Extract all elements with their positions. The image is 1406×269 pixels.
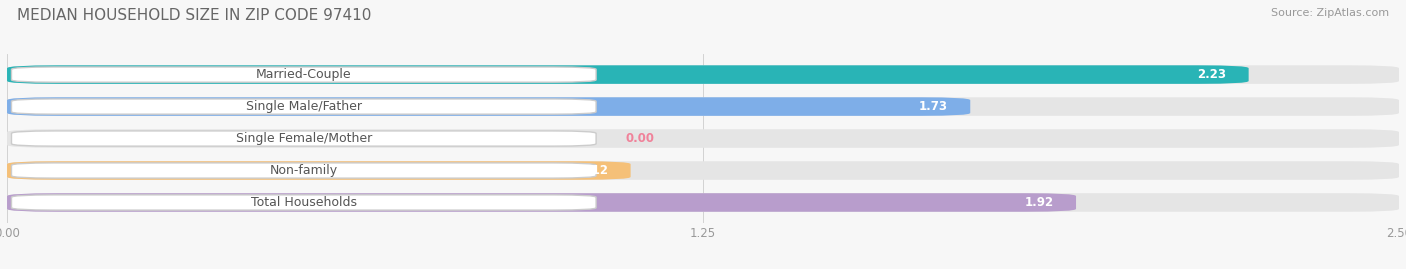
- Text: Single Female/Mother: Single Female/Mother: [236, 132, 373, 145]
- FancyBboxPatch shape: [11, 163, 596, 178]
- FancyBboxPatch shape: [11, 195, 596, 210]
- Text: 0.00: 0.00: [626, 132, 654, 145]
- Text: Source: ZipAtlas.com: Source: ZipAtlas.com: [1271, 8, 1389, 18]
- Text: 2.23: 2.23: [1198, 68, 1226, 81]
- FancyBboxPatch shape: [7, 65, 1399, 84]
- Text: 1.12: 1.12: [579, 164, 609, 177]
- FancyBboxPatch shape: [11, 131, 596, 146]
- FancyBboxPatch shape: [7, 129, 1399, 148]
- Text: Single Male/Father: Single Male/Father: [246, 100, 361, 113]
- Text: 1.73: 1.73: [920, 100, 948, 113]
- FancyBboxPatch shape: [7, 193, 1399, 212]
- Text: Total Households: Total Households: [250, 196, 357, 209]
- FancyBboxPatch shape: [7, 65, 1249, 84]
- FancyBboxPatch shape: [7, 97, 970, 116]
- FancyBboxPatch shape: [7, 193, 1076, 212]
- FancyBboxPatch shape: [11, 99, 596, 114]
- Text: 1.92: 1.92: [1025, 196, 1053, 209]
- FancyBboxPatch shape: [7, 97, 1399, 116]
- FancyBboxPatch shape: [11, 67, 596, 82]
- FancyBboxPatch shape: [7, 161, 631, 180]
- FancyBboxPatch shape: [7, 161, 1399, 180]
- Text: Non-family: Non-family: [270, 164, 337, 177]
- Text: MEDIAN HOUSEHOLD SIZE IN ZIP CODE 97410: MEDIAN HOUSEHOLD SIZE IN ZIP CODE 97410: [17, 8, 371, 23]
- Text: Married-Couple: Married-Couple: [256, 68, 352, 81]
